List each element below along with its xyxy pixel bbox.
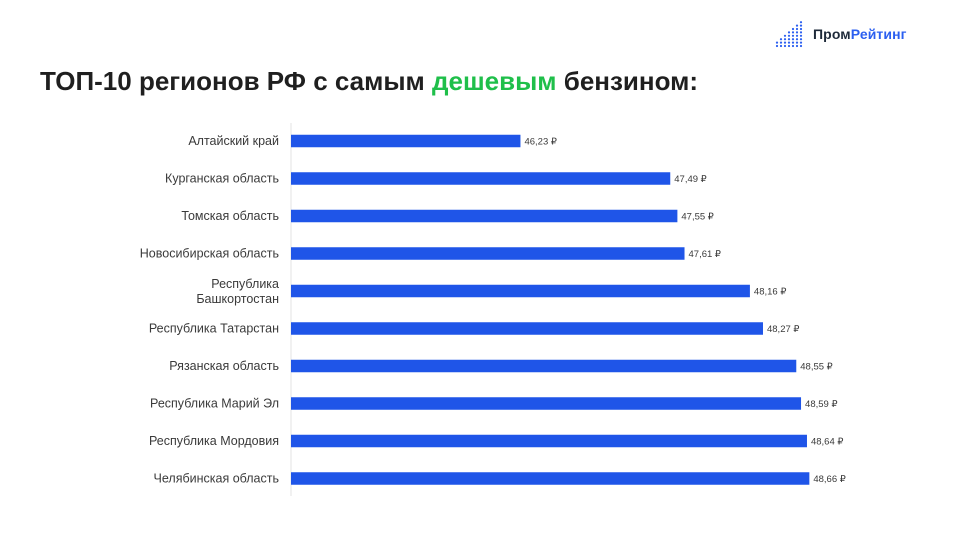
page-title: ТОП-10 регионов РФ с самым дешевым бензи… xyxy=(40,66,698,97)
brand-name-part1: Пром xyxy=(813,26,851,42)
data-label: 48,55 ₽ xyxy=(800,362,833,373)
data-label: 48,59 ₽ xyxy=(805,399,838,410)
category-label: Республика Татарстан xyxy=(149,322,279,336)
title-highlight: дешевым xyxy=(432,66,557,96)
category-label: Томская область xyxy=(181,209,279,223)
bar xyxy=(291,434,807,448)
category-label: Республика Мордовия xyxy=(149,434,279,448)
category-label: Республика Башкортостан xyxy=(196,277,279,306)
category-label: Алтайский край xyxy=(188,134,279,148)
brand-logo: ПромРейтинг xyxy=(775,20,907,48)
dots-logo-icon xyxy=(775,21,803,48)
title-start: ТОП-10 регионов РФ с самым xyxy=(40,66,433,96)
bar xyxy=(291,247,685,260)
category-label: Новосибирская область xyxy=(140,247,279,261)
bar xyxy=(291,172,671,185)
bar xyxy=(291,322,763,335)
bar xyxy=(291,472,810,485)
data-label: 48,66 ₽ xyxy=(813,474,846,485)
brand-name-part2: Рейтинг xyxy=(850,26,907,42)
bar xyxy=(291,284,750,298)
data-label: 48,27 ₽ xyxy=(767,324,800,335)
category-label: Курганская область xyxy=(165,172,279,186)
bar xyxy=(291,397,802,410)
category-label: Республика Марий Эл xyxy=(150,397,279,411)
data-label: 47,49 ₽ xyxy=(674,174,707,185)
bar xyxy=(291,209,678,223)
category-label: Рязанская область xyxy=(169,359,279,373)
data-label: 48,64 ₽ xyxy=(811,437,844,448)
data-label: 47,55 ₽ xyxy=(681,212,714,223)
data-label: 47,61 ₽ xyxy=(689,249,722,260)
bar xyxy=(291,134,521,148)
data-label: 48,16 ₽ xyxy=(754,287,787,298)
category-label: Челябинская область xyxy=(154,472,279,486)
title-end: бензином: xyxy=(556,66,699,96)
bar xyxy=(291,359,797,373)
data-label: 46,23 ₽ xyxy=(524,137,557,148)
brand-name: ПромРейтинг xyxy=(813,26,907,42)
